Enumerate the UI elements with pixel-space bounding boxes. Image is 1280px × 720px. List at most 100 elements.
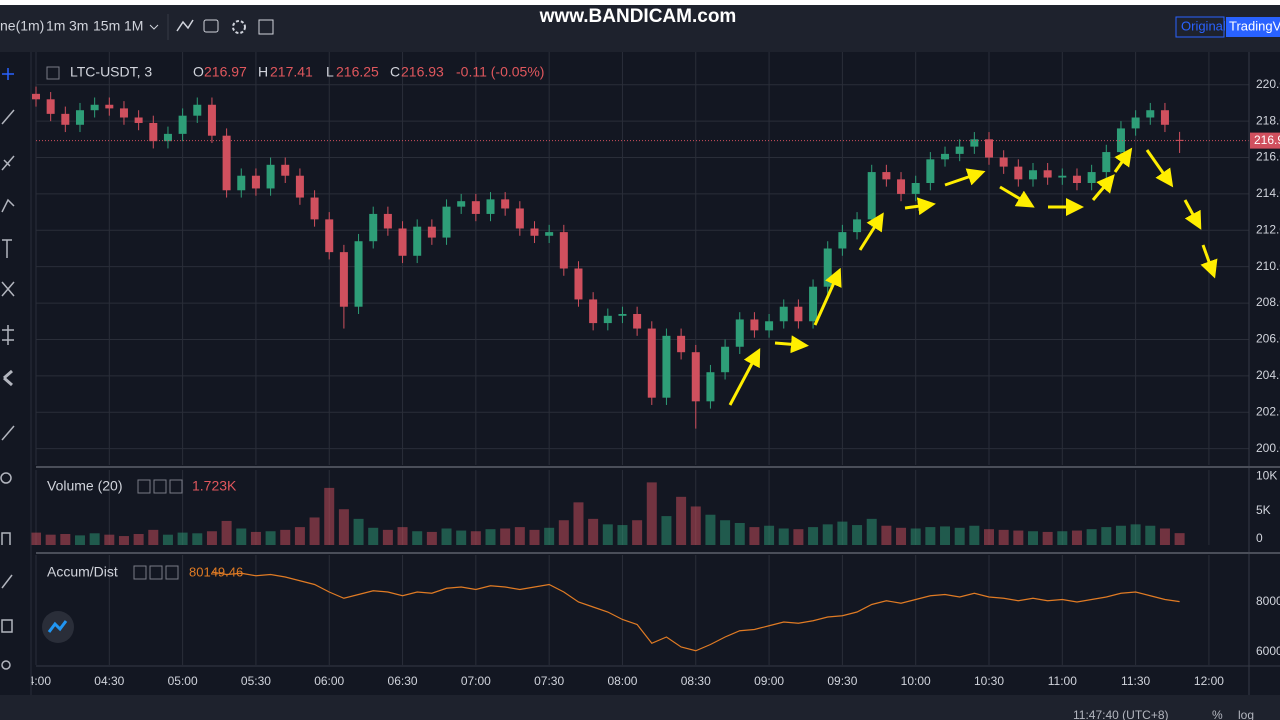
volume-bar bbox=[280, 529, 291, 545]
volume-bar bbox=[954, 527, 965, 545]
candle-body bbox=[281, 164, 290, 176]
volume-bar bbox=[764, 525, 775, 545]
tab-label[interactable]: TradingView bbox=[1229, 18, 1280, 33]
candle-body bbox=[926, 159, 935, 183]
interval-option[interactable]: 1m bbox=[46, 18, 65, 34]
candle-body bbox=[163, 133, 172, 142]
indicator-buttons[interactable] bbox=[133, 565, 179, 580]
high-value: 217.41 bbox=[270, 64, 313, 80]
last-price-box bbox=[1250, 132, 1280, 149]
volume-bar bbox=[690, 506, 701, 545]
fullscreen-icon[interactable] bbox=[258, 19, 274, 35]
ohlc-label: O bbox=[193, 64, 204, 80]
interval-option[interactable]: 1M bbox=[124, 18, 143, 34]
candle-body bbox=[354, 241, 363, 307]
candle-body bbox=[662, 335, 671, 398]
y-tick-label: 214.00 bbox=[1256, 186, 1280, 200]
volume-bar bbox=[1115, 525, 1126, 545]
candle-body bbox=[985, 139, 994, 158]
volume-bar bbox=[397, 527, 408, 545]
volume-bar bbox=[632, 520, 643, 545]
volume-bar bbox=[925, 527, 936, 545]
volume-bar bbox=[89, 533, 100, 545]
volume-bar bbox=[485, 529, 496, 545]
candle-body bbox=[325, 219, 334, 253]
collapse-icon[interactable] bbox=[46, 66, 60, 80]
volume-bar bbox=[294, 527, 305, 545]
x-tick-label: 06:00 bbox=[314, 674, 344, 688]
drawing-toolbar bbox=[0, 52, 31, 695]
candle-body bbox=[706, 372, 715, 402]
tab-tradingview[interactable] bbox=[1226, 17, 1280, 37]
symbol-title[interactable]: LTC-USDT, 3 bbox=[70, 64, 152, 80]
x-tick-label: 07:00 bbox=[461, 674, 491, 688]
candle-body bbox=[1072, 175, 1081, 183]
volume-bar bbox=[705, 514, 716, 545]
candle-body bbox=[266, 164, 275, 189]
x-tick-label: 11:00 bbox=[1048, 674, 1077, 688]
tab-original[interactable] bbox=[1175, 16, 1225, 38]
volume-bar bbox=[309, 517, 320, 545]
indicator-title[interactable]: Volume (20) bbox=[47, 478, 122, 494]
indicator-buttons[interactable] bbox=[137, 479, 183, 494]
volume-bar bbox=[808, 527, 819, 545]
candle-body bbox=[61, 113, 70, 125]
candle-body bbox=[193, 104, 202, 116]
y-tick-label: 10K bbox=[1256, 468, 1277, 482]
candle-body bbox=[46, 99, 55, 114]
y-tick-label: 200.00 bbox=[1256, 441, 1280, 455]
volume-bar bbox=[118, 536, 129, 545]
dropdown-caret[interactable] bbox=[149, 24, 159, 30]
interval-option[interactable]: 3m bbox=[69, 18, 88, 34]
volume-bar bbox=[60, 533, 71, 545]
y-tick-label: 218.00 bbox=[1256, 113, 1280, 127]
volume-bar bbox=[1057, 531, 1068, 545]
chart-type-icon[interactable] bbox=[176, 19, 194, 32]
candle-body bbox=[853, 219, 862, 233]
candle-body bbox=[178, 115, 187, 134]
volume-value: 1.723K bbox=[192, 478, 237, 494]
candle-body bbox=[383, 213, 392, 229]
volume-bar bbox=[602, 524, 613, 545]
x-tick-label: 06:30 bbox=[388, 674, 418, 688]
candle-body bbox=[398, 228, 407, 256]
x-tick-label: 09:30 bbox=[827, 674, 857, 688]
volume-bar bbox=[573, 502, 584, 545]
log-toggle[interactable]: log bbox=[1238, 708, 1254, 720]
accum-value: 80149.46 bbox=[189, 564, 243, 579]
volume-bar bbox=[910, 528, 921, 545]
candle-body bbox=[339, 252, 348, 307]
volume-bar bbox=[1042, 531, 1053, 545]
y-tick-label: 206.00 bbox=[1256, 332, 1280, 346]
snapshot-icon[interactable] bbox=[203, 19, 219, 33]
x-tick-label: 08:30 bbox=[681, 674, 711, 688]
y-tick-label: 60000 bbox=[1256, 644, 1280, 658]
candle-body bbox=[1058, 175, 1067, 178]
percent-toggle[interactable]: % bbox=[1212, 708, 1223, 720]
y-tick-label: 0 bbox=[1256, 531, 1263, 545]
volume-bar bbox=[324, 487, 335, 545]
accum-dist-line bbox=[211, 571, 1180, 652]
volume-bar bbox=[45, 534, 56, 545]
volume-bar bbox=[177, 532, 188, 545]
y-tick-label: 210.00 bbox=[1256, 259, 1280, 273]
candle-body bbox=[1014, 166, 1023, 180]
volume-bar bbox=[148, 529, 159, 545]
x-tick-label: 09:00 bbox=[754, 674, 784, 688]
candle-body bbox=[809, 286, 818, 322]
settings-icon[interactable] bbox=[232, 20, 246, 34]
drawing-tools[interactable] bbox=[0, 68, 15, 670]
tab-label[interactable]: Original bbox=[1181, 18, 1226, 33]
indicator-title[interactable]: Accum/Dist bbox=[47, 564, 118, 580]
interval-button[interactable]: ne(1m) bbox=[0, 18, 44, 34]
volume-bar bbox=[617, 525, 628, 545]
ohlc-label: H bbox=[258, 64, 268, 80]
interval-option[interactable]: 15m bbox=[93, 18, 120, 34]
volume-bar bbox=[661, 516, 672, 545]
volume-bar bbox=[544, 527, 555, 545]
candle-body bbox=[618, 313, 627, 316]
candle-body bbox=[310, 197, 319, 220]
x-tick-label: 05:30 bbox=[241, 674, 271, 688]
volume-bar bbox=[852, 525, 863, 545]
